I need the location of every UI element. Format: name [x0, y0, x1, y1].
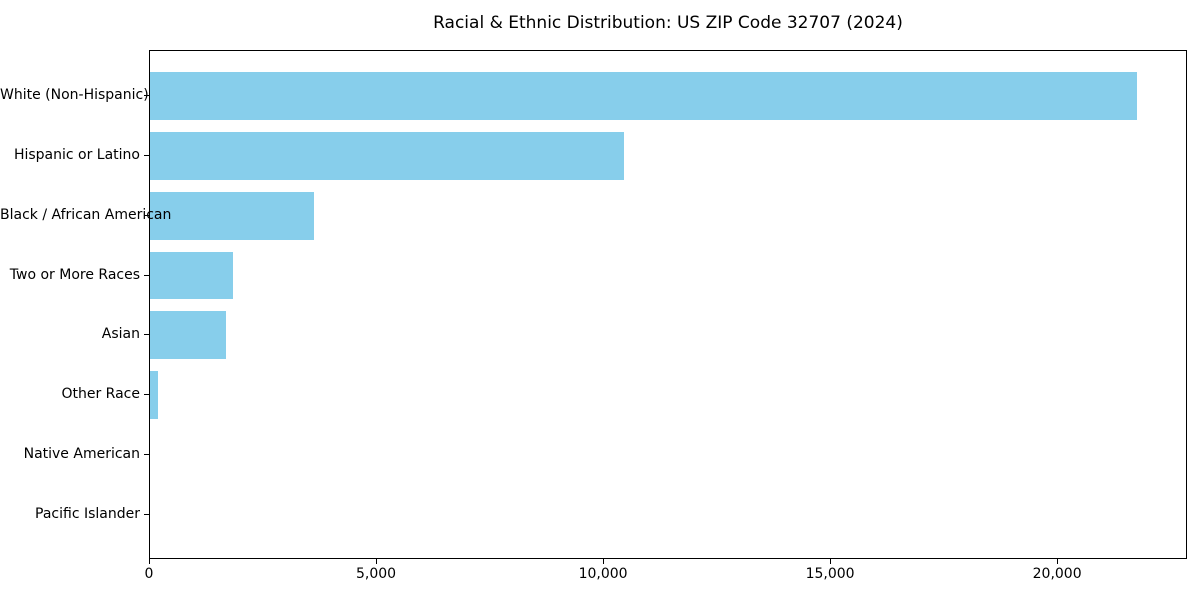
y-tick-mark	[144, 514, 149, 516]
y-axis-label: Pacific Islander	[35, 506, 140, 523]
x-tick-label: 10,000	[578, 566, 628, 582]
x-tick-label: 5,000	[355, 566, 397, 582]
y-tick-mark	[144, 454, 149, 456]
plot-area	[149, 50, 1187, 559]
y-tick-mark	[144, 154, 149, 156]
chart-title: Racial & Ethnic Distribution: US ZIP Cod…	[433, 13, 903, 33]
y-axis-label: Other Race	[61, 386, 140, 403]
bar-two-or-more-races	[150, 251, 234, 300]
bar-white-non-hispanic	[150, 71, 1138, 120]
x-tick-label: 0	[144, 566, 154, 582]
x-tick-mark	[376, 559, 378, 564]
y-axis-label: Native American	[23, 446, 140, 463]
bar-asian	[150, 311, 226, 360]
bar-other-race	[150, 371, 158, 420]
y-tick-mark	[144, 334, 149, 336]
y-axis-label: Black / African American	[0, 206, 172, 223]
x-tick-mark	[1057, 559, 1059, 564]
y-tick-mark	[144, 274, 149, 276]
y-axis-label: Hispanic or Latino	[13, 146, 140, 163]
x-tick-label: 15,000	[805, 566, 855, 582]
y-tick-mark	[144, 394, 149, 396]
x-tick-mark	[603, 559, 605, 564]
y-tick-mark	[144, 94, 149, 96]
x-tick-mark	[830, 559, 832, 564]
y-axis-label: White (Non-Hispanic)	[0, 86, 149, 103]
x-tick-mark	[149, 559, 150, 564]
x-tick-label: 20,000	[1032, 566, 1082, 582]
y-axis-label: Two or More Races	[9, 266, 140, 283]
y-tick-mark	[144, 214, 149, 216]
y-axis-label: Asian	[101, 326, 140, 343]
bar-black-african-american	[150, 191, 314, 240]
bar-hispanic-or-latino	[150, 131, 625, 180]
